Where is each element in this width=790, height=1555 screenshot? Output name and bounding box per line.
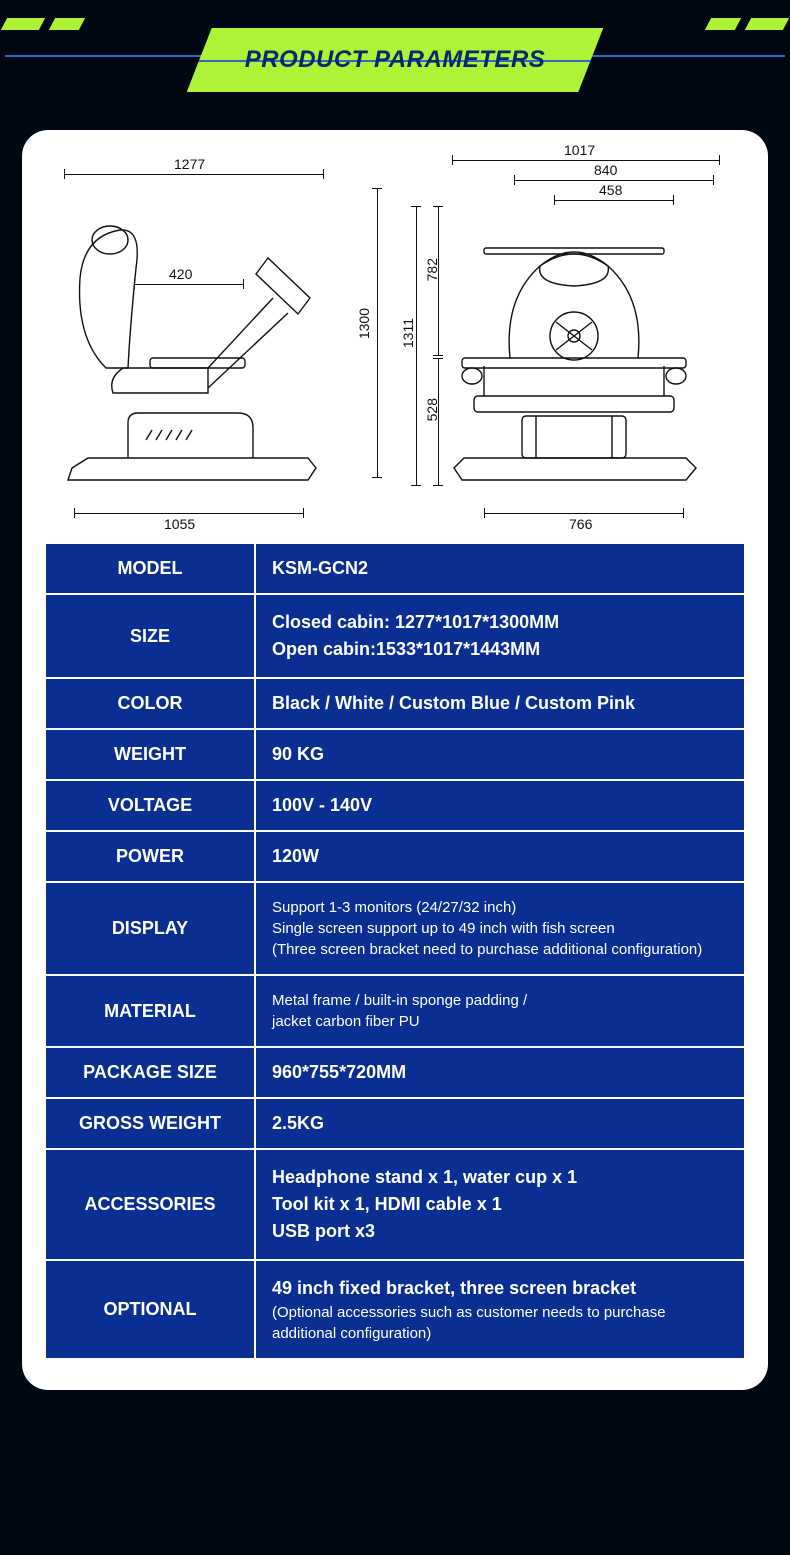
diagram-front-view: 1017 840 458 1311 782 528 766 [404, 158, 746, 518]
header-stripe-left [0, 18, 90, 32]
table-row: PACKAGE SIZE 960*755*720MM [45, 1047, 745, 1098]
table-row: DISPLAY Support 1-3 monitors (24/27/32 i… [45, 882, 745, 975]
spec-label: SIZE [45, 594, 255, 678]
spec-table: MODEL KSM-GCN2 SIZE Closed cabin: 1277*1… [44, 542, 746, 1360]
spec-line: USB port x3 [272, 1218, 728, 1245]
dim-line [64, 174, 324, 175]
header-stripe-right [700, 18, 790, 32]
table-row: WEIGHT 90 KG [45, 729, 745, 780]
dim-line [438, 358, 439, 486]
table-row: GROSS WEIGHT 2.5KG [45, 1098, 745, 1149]
spec-label: MATERIAL [45, 975, 255, 1047]
spec-value: Closed cabin: 1277*1017*1300MM Open cabi… [255, 594, 745, 678]
spec-line: Open cabin:1533*1017*1443MM [272, 636, 728, 663]
diagram-side-view: 1277 420 1300 1055 [44, 158, 386, 518]
chair-front-schematic [444, 208, 704, 498]
spec-label: OPTIONAL [45, 1260, 255, 1359]
dim-line [484, 513, 684, 514]
spec-line: Tool kit x 1, HDMI cable x 1 [272, 1191, 728, 1218]
dim-line [377, 188, 378, 478]
spec-line: Single screen support up to 49 inch with… [272, 918, 728, 939]
dim-line [416, 206, 417, 486]
spec-value: 90 KG [255, 729, 745, 780]
dim-label-top-overall: 1277 [174, 156, 205, 172]
dim-label-hupper: 782 [424, 258, 440, 281]
spec-value: Metal frame / built-in sponge padding / … [255, 975, 745, 1047]
page-title: PRODUCT PARAMETERS [187, 28, 604, 92]
spec-line: jacket carbon fiber PU [272, 1011, 728, 1032]
spec-table-body: MODEL KSM-GCN2 SIZE Closed cabin: 1277*1… [45, 543, 745, 1359]
spec-value: 120W [255, 831, 745, 882]
spec-value: 100V - 140V [255, 780, 745, 831]
spec-value: Black / White / Custom Blue / Custom Pin… [255, 678, 745, 729]
spec-label: DISPLAY [45, 882, 255, 975]
dim-label-top3: 458 [599, 182, 622, 198]
table-row: VOLTAGE 100V - 140V [45, 780, 745, 831]
spec-value: Support 1-3 monitors (24/27/32 inch) Sin… [255, 882, 745, 975]
spec-line: Closed cabin: 1277*1017*1300MM [272, 609, 728, 636]
spec-line: (Three screen bracket need to purchase a… [272, 939, 728, 960]
dim-label-hlower: 528 [424, 398, 440, 421]
spec-value: KSM-GCN2 [255, 543, 745, 594]
dim-line [554, 200, 674, 201]
table-row: MODEL KSM-GCN2 [45, 543, 745, 594]
dim-label-base-front: 766 [569, 516, 592, 532]
spec-label: PACKAGE SIZE [45, 1047, 255, 1098]
table-row: MATERIAL Metal frame / built-in sponge p… [45, 975, 745, 1047]
table-row: SIZE Closed cabin: 1277*1017*1300MM Open… [45, 594, 745, 678]
dim-label-base: 1055 [164, 516, 195, 532]
spec-label: MODEL [45, 543, 255, 594]
dim-line [74, 513, 304, 514]
technical-diagram: 1277 420 1300 1055 [44, 158, 746, 518]
spec-line: 49 inch fixed bracket, three screen brac… [272, 1275, 728, 1302]
table-row: COLOR Black / White / Custom Blue / Cust… [45, 678, 745, 729]
table-row: ACCESSORIES Headphone stand x 1, water c… [45, 1149, 745, 1260]
dim-label-htotal: 1311 [400, 318, 416, 348]
spec-line: (Optional accessories such as customer n… [272, 1302, 728, 1344]
header-bar: PRODUCT PARAMETERS [0, 0, 790, 110]
table-row: OPTIONAL 49 inch fixed bracket, three sc… [45, 1260, 745, 1359]
content-card: 1277 420 1300 1055 [22, 130, 768, 1390]
spec-label: WEIGHT [45, 729, 255, 780]
dim-label-height: 1300 [356, 308, 372, 339]
dim-line [514, 180, 714, 181]
spec-value: 49 inch fixed bracket, three screen brac… [255, 1260, 745, 1359]
spec-label: POWER [45, 831, 255, 882]
spec-line: Support 1-3 monitors (24/27/32 inch) [272, 897, 728, 918]
dim-label-top2: 840 [594, 162, 617, 178]
spec-line: Headphone stand x 1, water cup x 1 [272, 1164, 728, 1191]
spec-line: Metal frame / built-in sponge padding / [272, 990, 728, 1011]
spec-label: ACCESSORIES [45, 1149, 255, 1260]
spec-label: COLOR [45, 678, 255, 729]
spec-label: GROSS WEIGHT [45, 1098, 255, 1149]
spec-value: 2.5KG [255, 1098, 745, 1149]
spec-value: 960*755*720MM [255, 1047, 745, 1098]
spec-value: Headphone stand x 1, water cup x 1 Tool … [255, 1149, 745, 1260]
dim-line [452, 160, 720, 161]
dim-label-top1: 1017 [564, 142, 595, 158]
table-row: POWER 120W [45, 831, 745, 882]
chair-side-schematic [58, 218, 328, 498]
spec-label: VOLTAGE [45, 780, 255, 831]
